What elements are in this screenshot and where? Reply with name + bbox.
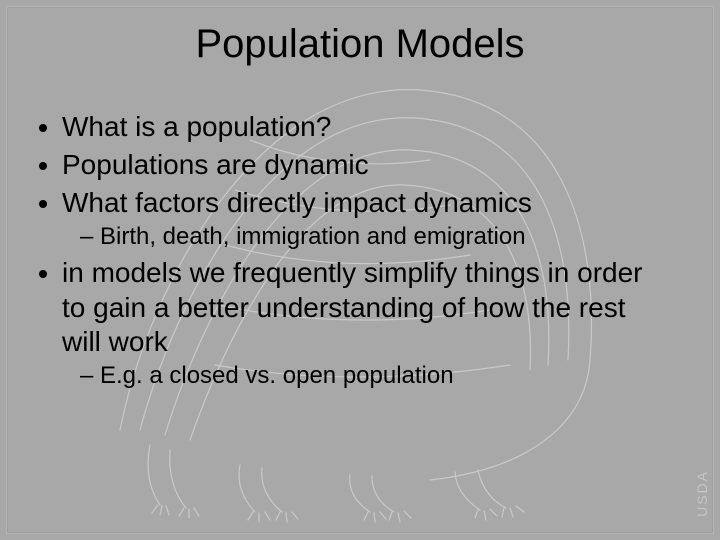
sub-bullet-item: Birth, death, immigration and emigration	[100, 222, 670, 252]
sub-bullet-list: E.g. a closed vs. open population	[62, 361, 670, 391]
watermark-text: USDA	[694, 470, 710, 517]
bullet-item: What is a population?	[62, 110, 670, 144]
slide-body: What is a population? Populations are dy…	[34, 110, 670, 395]
bullet-text: in models we frequently simplify things …	[62, 257, 642, 356]
sub-bullet-list: Birth, death, immigration and emigration	[62, 222, 670, 252]
bullet-item: What factors directly impact dynamics Bi…	[62, 186, 670, 252]
slide: Population Models What is a population? …	[0, 0, 720, 540]
bullet-text: What factors directly impact dynamics	[62, 187, 532, 218]
slide-title: Population Models	[0, 22, 720, 67]
bullet-item: Populations are dynamic	[62, 148, 670, 182]
bullet-list: What is a population? Populations are dy…	[34, 110, 670, 391]
sub-bullet-item: E.g. a closed vs. open population	[100, 361, 670, 391]
bullet-item: in models we frequently simplify things …	[62, 256, 670, 390]
